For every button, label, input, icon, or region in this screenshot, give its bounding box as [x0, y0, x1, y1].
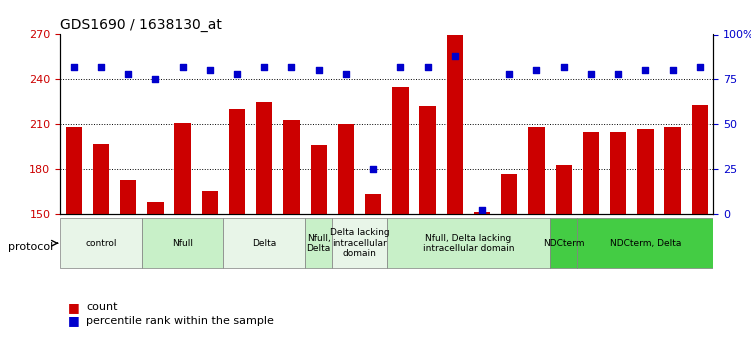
- Bar: [256, 102, 273, 214]
- Point: [585, 71, 597, 77]
- Point: [476, 208, 488, 213]
- Point: [558, 64, 570, 70]
- Bar: [419, 106, 436, 214]
- Point: [667, 68, 679, 73]
- Bar: [365, 195, 382, 214]
- Bar: [447, 33, 463, 214]
- Bar: [392, 87, 409, 214]
- Point: [68, 64, 80, 70]
- Point: [694, 64, 706, 70]
- Point: [122, 71, 134, 77]
- Text: Nfull, Delta lacking
intracellular domain: Nfull, Delta lacking intracellular domai…: [423, 234, 514, 253]
- Text: NDCterm: NDCterm: [543, 239, 584, 248]
- Point: [639, 68, 651, 73]
- Point: [612, 71, 624, 77]
- Point: [340, 71, 352, 77]
- Bar: [583, 132, 599, 214]
- Point: [394, 64, 406, 70]
- Text: control: control: [85, 239, 116, 248]
- Bar: [229, 109, 245, 214]
- Bar: [338, 124, 354, 214]
- Bar: [93, 144, 109, 214]
- Text: ■: ■: [68, 314, 80, 327]
- Point: [312, 68, 324, 73]
- Bar: [556, 165, 572, 214]
- FancyBboxPatch shape: [578, 218, 713, 268]
- Bar: [283, 120, 300, 214]
- Bar: [120, 179, 136, 214]
- Point: [231, 71, 243, 77]
- FancyBboxPatch shape: [550, 218, 578, 268]
- Text: Nfull,
Delta: Nfull, Delta: [306, 234, 331, 253]
- Point: [149, 77, 161, 82]
- Text: percentile rank within the sample: percentile rank within the sample: [86, 316, 274, 326]
- FancyBboxPatch shape: [387, 218, 550, 268]
- Point: [530, 68, 542, 73]
- Point: [204, 68, 216, 73]
- Point: [421, 64, 433, 70]
- FancyBboxPatch shape: [60, 218, 142, 268]
- Bar: [529, 127, 544, 214]
- Text: Delta lacking
intracellular
domain: Delta lacking intracellular domain: [330, 228, 389, 258]
- Text: ■: ■: [68, 300, 80, 314]
- Text: NDCterm, Delta: NDCterm, Delta: [610, 239, 681, 248]
- Text: protocol: protocol: [8, 242, 53, 252]
- FancyBboxPatch shape: [332, 218, 387, 268]
- FancyBboxPatch shape: [224, 218, 305, 268]
- Point: [258, 64, 270, 70]
- Text: GDS1690 / 1638130_at: GDS1690 / 1638130_at: [60, 18, 222, 32]
- FancyBboxPatch shape: [305, 218, 332, 268]
- Bar: [501, 174, 517, 214]
- Bar: [311, 145, 327, 214]
- Point: [176, 64, 189, 70]
- Bar: [637, 129, 653, 214]
- Bar: [174, 123, 191, 214]
- Point: [95, 64, 107, 70]
- Text: count: count: [86, 302, 118, 312]
- Text: Delta: Delta: [252, 239, 276, 248]
- Point: [367, 166, 379, 172]
- Bar: [147, 202, 164, 214]
- Text: Nfull: Nfull: [172, 239, 193, 248]
- Bar: [665, 127, 680, 214]
- FancyBboxPatch shape: [142, 218, 224, 268]
- Bar: [474, 213, 490, 214]
- Point: [503, 71, 515, 77]
- Bar: [65, 127, 82, 214]
- Bar: [692, 105, 708, 214]
- Point: [285, 64, 297, 70]
- Bar: [201, 191, 218, 214]
- Point: [449, 53, 461, 59]
- Bar: [610, 132, 626, 214]
